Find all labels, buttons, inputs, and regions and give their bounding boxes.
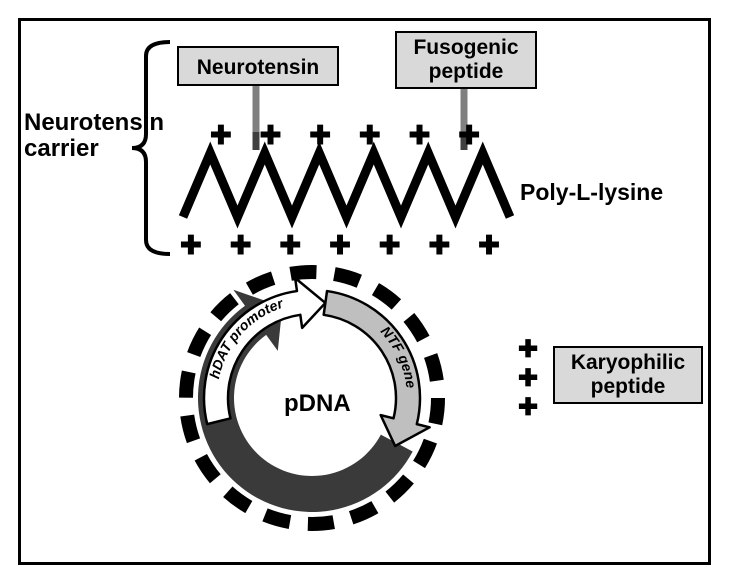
charge-row-top: ✚ ✚ ✚ ✚ ✚ ✚ [210, 120, 480, 151]
plus-icon: ✚ [458, 120, 480, 151]
plus-icon: ✚ [379, 230, 401, 261]
carrier-caption: Neurotensin carrier [24, 110, 164, 163]
plus-icon: ✚ [409, 120, 431, 151]
plus-icon: ✚ [279, 230, 301, 261]
plus-icon: ✚ [230, 230, 252, 261]
charge-col-karyophilic: ✚✚✚ [518, 335, 538, 413]
plus-icon: ✚ [359, 120, 381, 151]
plus-icon: ✚ [329, 230, 351, 261]
plus-icon: ✚ [309, 120, 331, 151]
plus-icon: ✚ [518, 364, 538, 393]
plus-icon: ✚ [180, 230, 202, 261]
plus-icon: ✚ [518, 335, 538, 364]
neurotensin-box: Neurotensin [177, 46, 339, 86]
diagram-svg: hDAT promoterNTF gene [0, 0, 729, 583]
plasmid-center-label: pDNA [284, 390, 351, 418]
plus-icon: ✚ [260, 120, 282, 151]
plus-icon: ✚ [518, 393, 538, 422]
karyophilic-peptide-box: Karyophilic peptide [553, 346, 703, 404]
charge-row-bottom: ✚ ✚ ✚ ✚ ✚ ✚ ✚ [180, 230, 500, 261]
plus-icon: ✚ [210, 120, 232, 151]
plus-icon: ✚ [478, 230, 500, 261]
plus-icon: ✚ [428, 230, 450, 261]
poly-lysine-label: Poly-L-lysine [520, 180, 663, 205]
fusogenic-peptide-box: Fusogenic peptide [395, 31, 537, 89]
